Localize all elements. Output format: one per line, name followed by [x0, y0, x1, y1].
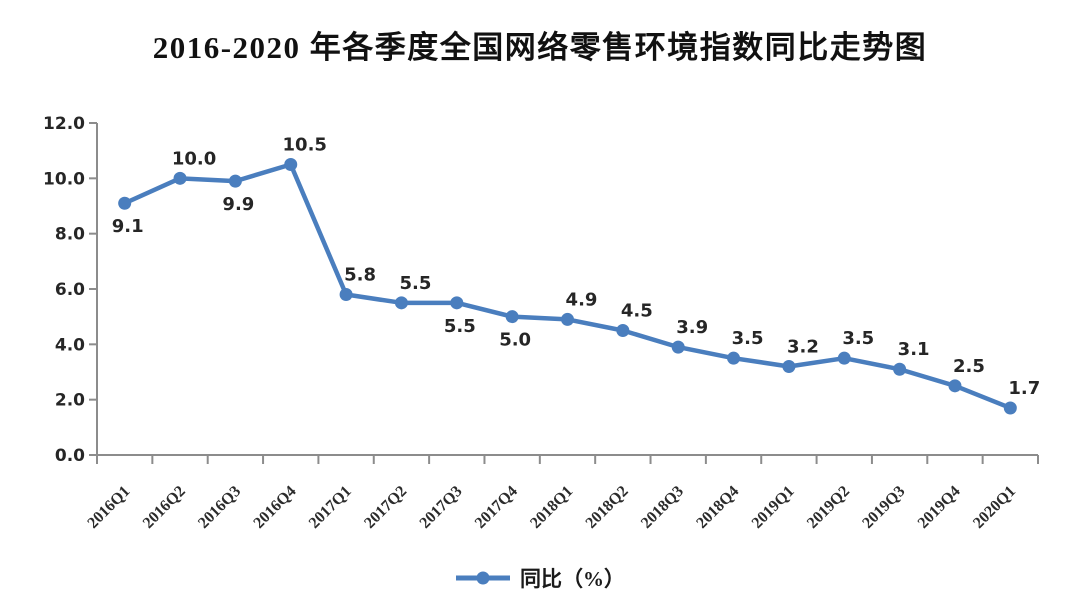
x-axis-tick-label: 2017Q2 [361, 483, 410, 532]
data-point-label: 4.9 [566, 289, 598, 310]
data-point-label: 3.9 [676, 317, 708, 338]
x-axis-tick-label: 2019Q4 [915, 483, 964, 532]
y-axis-tick-label: 0.0 [55, 446, 85, 466]
data-point [837, 351, 851, 365]
x-axis-tick-label: 2017Q1 [306, 483, 355, 532]
data-point [505, 310, 519, 324]
x-axis-tick-label: 2017Q4 [472, 483, 521, 532]
legend-line-icon [456, 571, 510, 585]
data-point-label: 10.5 [283, 135, 327, 156]
y-axis-tick-label: 12.0 [43, 114, 85, 134]
data-point-label: 1.7 [1008, 378, 1040, 399]
data-point-label: 3.5 [842, 328, 874, 349]
data-point [1003, 401, 1017, 415]
y-axis-tick-label: 8.0 [55, 225, 85, 245]
data-point-label: 5.5 [444, 316, 476, 337]
series-line [122, 162, 1013, 411]
y-axis-tick-label: 6.0 [55, 280, 85, 300]
x-axis-tick-label: 2018Q4 [693, 483, 742, 532]
x-axis-tick-label: 2019Q1 [749, 483, 798, 532]
data-point-label: 5.0 [499, 330, 531, 351]
data-point [450, 296, 464, 310]
data-point [228, 174, 242, 188]
data-point [339, 288, 353, 302]
x-axis-tick-label: 2018Q3 [638, 483, 687, 532]
data-point-label: 9.9 [222, 194, 254, 215]
x-axis-tick-label: 2016Q1 [84, 483, 133, 532]
data-point [948, 379, 962, 393]
legend-label: 同比（%） [520, 567, 625, 591]
data-point [671, 340, 685, 354]
data-point [561, 312, 574, 326]
data-point [893, 362, 907, 376]
legend: 同比（%） [0, 563, 1080, 593]
data-point-label: 9.1 [112, 216, 144, 237]
data-point-label: 4.5 [621, 301, 653, 322]
data-point [394, 296, 408, 310]
y-axis-tick-label: 4.0 [55, 335, 85, 355]
y-axis-tick-label: 2.0 [55, 391, 85, 411]
x-axis-tick-label: 2019Q3 [859, 483, 908, 532]
y-axis-tick-label: 10.0 [43, 169, 85, 189]
x-axis-tick-label: 2020Q1 [970, 483, 1019, 532]
x-axis-tick-label: 2018Q1 [527, 483, 576, 532]
data-point [284, 158, 298, 171]
x-axis-tick-label: 2016Q3 [195, 483, 244, 532]
data-point-label: 3.1 [898, 339, 930, 360]
x-axis-tick-label: 2016Q2 [140, 483, 189, 532]
x-axis-tick-label: 2019Q2 [804, 483, 853, 532]
data-point [727, 351, 741, 365]
data-point [616, 324, 630, 337]
data-point-label: 5.5 [399, 273, 431, 294]
data-point [173, 171, 187, 185]
x-axis-tick-label: 2018Q2 [583, 483, 632, 532]
data-point-label: 5.8 [344, 265, 376, 286]
x-axis-tick-label: 2017Q3 [417, 483, 466, 532]
data-point-label: 3.5 [732, 328, 764, 349]
data-point [782, 359, 796, 373]
data-point-label: 3.2 [787, 336, 819, 357]
data-point-label: 10.0 [172, 148, 216, 169]
data-point-label: 2.5 [953, 356, 985, 377]
x-axis-tick-label: 2016Q4 [250, 483, 299, 532]
chart-title: 2016-2020 年各季度全国网络零售环境指数同比走势图 [152, 30, 928, 65]
data-point [118, 196, 132, 210]
